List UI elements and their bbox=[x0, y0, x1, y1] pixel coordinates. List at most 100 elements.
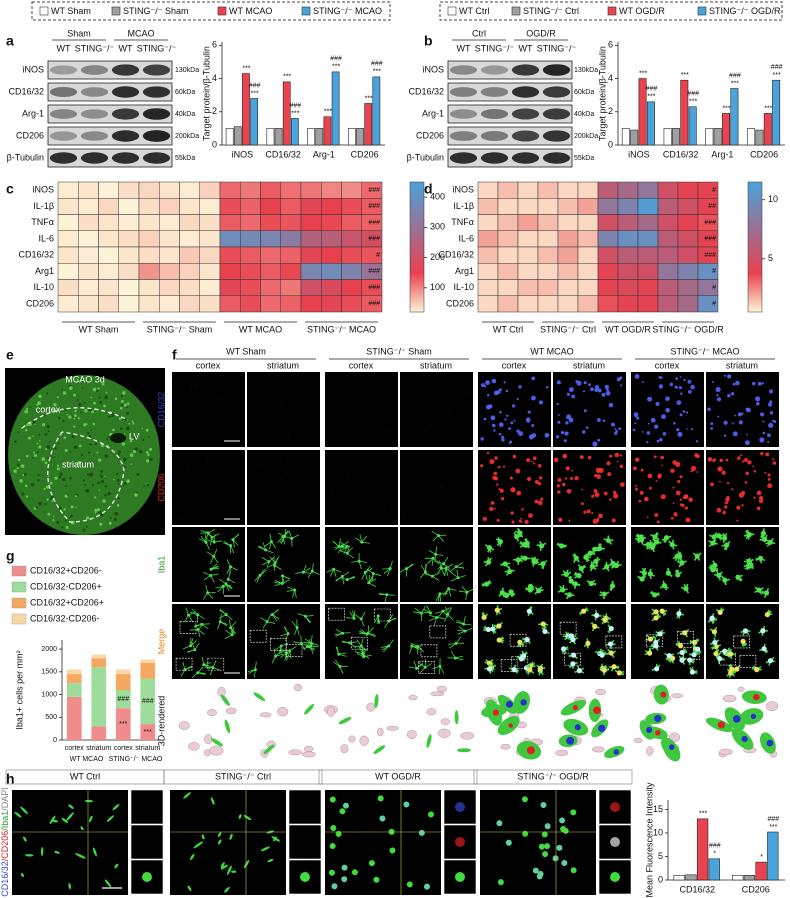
signal bbox=[531, 376, 536, 381]
cell-body bbox=[286, 632, 290, 636]
signal bbox=[594, 388, 599, 392]
heat-cell bbox=[497, 214, 519, 231]
blot-band bbox=[80, 152, 109, 164]
heat-cell bbox=[657, 279, 679, 296]
micrograph bbox=[324, 682, 399, 760]
heat-cell bbox=[57, 246, 79, 264]
signal bbox=[483, 417, 487, 421]
heat-cell bbox=[637, 279, 659, 296]
signal bbox=[759, 412, 765, 417]
signal bbox=[527, 476, 532, 481]
cell-body bbox=[274, 654, 278, 658]
signal bbox=[498, 465, 501, 469]
x-tick-label: striatum bbox=[135, 745, 160, 752]
signal bbox=[506, 414, 509, 417]
cell-body bbox=[542, 628, 548, 635]
rendered-blob bbox=[460, 732, 475, 740]
bar bbox=[250, 98, 258, 146]
signal bbox=[710, 427, 714, 430]
y-axis-label: Target protein/β-Tubulin bbox=[597, 46, 607, 141]
signal bbox=[508, 427, 511, 431]
texture bbox=[83, 402, 86, 404]
signal bbox=[582, 390, 585, 393]
cell bbox=[68, 882, 71, 890]
cell bbox=[544, 823, 551, 830]
bar-segment bbox=[66, 674, 82, 684]
cell bbox=[418, 829, 425, 836]
heat-cell bbox=[497, 263, 519, 280]
signal bbox=[510, 487, 516, 493]
signal bbox=[685, 411, 689, 414]
significance: # bbox=[376, 252, 380, 259]
cell-process bbox=[293, 635, 306, 651]
cell-body bbox=[527, 587, 533, 593]
cell-process bbox=[182, 637, 197, 650]
row-header: CD16/32 bbox=[156, 392, 166, 428]
cell-body bbox=[496, 623, 502, 629]
tile-background bbox=[247, 604, 320, 679]
texture bbox=[73, 445, 78, 450]
significance: *** bbox=[144, 729, 152, 736]
blot-band bbox=[449, 65, 478, 75]
cell-process bbox=[203, 584, 216, 600]
heat-cell bbox=[159, 230, 180, 248]
cell-body bbox=[332, 567, 336, 571]
signal bbox=[493, 507, 496, 510]
bar-segment bbox=[91, 654, 107, 659]
heat-cell bbox=[280, 263, 302, 280]
signal bbox=[638, 499, 642, 503]
cell-body bbox=[687, 657, 693, 663]
blot-band bbox=[542, 86, 571, 98]
tile-background bbox=[172, 682, 245, 760]
cell-process bbox=[282, 575, 291, 584]
micrograph bbox=[478, 450, 551, 525]
signal bbox=[661, 414, 666, 420]
roi-box bbox=[179, 621, 197, 634]
cell-body bbox=[641, 570, 647, 576]
cell-process bbox=[447, 650, 464, 661]
legend-swatch bbox=[447, 6, 457, 16]
heat-cell bbox=[517, 230, 539, 248]
heat-cell bbox=[341, 263, 362, 280]
cell-body bbox=[363, 570, 367, 574]
signal bbox=[311, 459, 313, 461]
cell-body bbox=[365, 632, 369, 636]
signal bbox=[687, 390, 692, 394]
cell-body bbox=[663, 535, 670, 541]
cell-process bbox=[334, 628, 351, 637]
cell-process bbox=[341, 640, 358, 649]
heat-cell bbox=[260, 181, 281, 199]
signal bbox=[683, 494, 689, 500]
heat-cell bbox=[537, 181, 559, 199]
texture bbox=[81, 387, 84, 389]
signal bbox=[530, 395, 536, 401]
signal bbox=[288, 437, 290, 439]
signal bbox=[499, 488, 504, 493]
heat-cell bbox=[677, 198, 699, 215]
signal bbox=[711, 380, 714, 384]
signal bbox=[539, 476, 543, 480]
texture bbox=[52, 519, 55, 522]
significance: *** bbox=[699, 811, 707, 818]
signal bbox=[741, 412, 744, 415]
texture bbox=[47, 512, 51, 516]
texture bbox=[37, 479, 40, 482]
texture bbox=[125, 426, 130, 431]
signal bbox=[744, 481, 748, 484]
significance: ### bbox=[767, 816, 779, 823]
cell-body bbox=[361, 652, 365, 656]
legend-box bbox=[31, 1, 391, 21]
tile-background bbox=[325, 682, 398, 760]
cell-process bbox=[457, 625, 473, 635]
cell-body bbox=[683, 586, 689, 592]
texture bbox=[46, 392, 49, 395]
blot-row-label: CD16/32 bbox=[8, 86, 44, 96]
texture bbox=[94, 442, 97, 446]
signal bbox=[562, 482, 566, 487]
rendered-blob bbox=[303, 745, 314, 753]
cell-body bbox=[454, 641, 458, 645]
legend-label: WT OGD/R bbox=[619, 6, 665, 16]
signal bbox=[753, 469, 757, 473]
heat-cell bbox=[677, 295, 699, 313]
rendered-cell bbox=[426, 734, 432, 748]
